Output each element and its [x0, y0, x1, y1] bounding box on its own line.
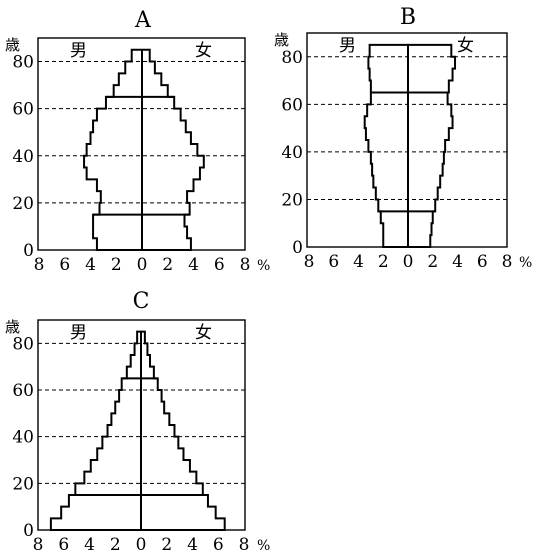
percent-tick-label: 4: [187, 535, 198, 555]
percent-tick-label: 4: [84, 535, 95, 555]
age-unit-label: 歳: [5, 36, 20, 54]
female-label: 女: [195, 41, 212, 61]
age-tick-label: 0: [292, 238, 303, 258]
percent-tick-label: 4: [452, 252, 463, 272]
male-series-outline: [363, 43, 408, 248]
percent-tick-label: 8: [240, 255, 251, 275]
percent-tick-label: 0: [136, 535, 147, 555]
female-label: 女: [195, 323, 212, 343]
percent-tick-label: 6: [213, 535, 224, 555]
female-series-outline: [142, 48, 205, 251]
percent-tick-label: 2: [161, 535, 172, 555]
pyramid-chart-B: B020406080歳男女8 6 4 2 0 2 4 6 8%: [274, 5, 532, 272]
percent-tick-label: 8: [239, 535, 250, 555]
male-label: 男: [70, 323, 87, 343]
percent-tick-label: 6: [477, 252, 488, 272]
female-label: 女: [457, 36, 474, 56]
percent-tick-label: 2: [378, 252, 389, 272]
age-tick-label: 40: [281, 143, 303, 163]
percent-unit-label: %: [257, 258, 270, 274]
percent-tick-label: 2: [162, 255, 173, 275]
percent-tick-label: 4: [188, 255, 199, 275]
percent-tick-label: 6: [214, 255, 225, 275]
percent-unit-label: %: [519, 255, 532, 271]
percent-tick-label: 8: [502, 252, 513, 272]
chart-title: A: [134, 8, 152, 33]
male-series-outline: [49, 330, 141, 531]
percent-tick-label: 6: [328, 252, 339, 272]
age-tick-label: 60: [12, 381, 34, 401]
percent-tick-label: 2: [110, 535, 121, 555]
age-tick-label: 40: [12, 428, 34, 448]
age-tick-label: 80: [281, 48, 303, 68]
percent-tick-label: 8: [33, 535, 44, 555]
percent-unit-label: %: [257, 538, 270, 554]
percent-tick-label: 8: [304, 252, 315, 272]
age-tick-label: 0: [23, 521, 34, 541]
percent-tick-label: 4: [353, 252, 364, 272]
percent-tick-label: 6: [58, 535, 69, 555]
percent-tick-label: 0: [137, 255, 148, 275]
percent-tick-label: 2: [111, 255, 122, 275]
chart-title: C: [133, 289, 150, 314]
age-tick-label: 20: [281, 190, 303, 210]
female-series-outline: [408, 43, 457, 248]
age-tick-label: 80: [12, 53, 34, 73]
age-unit-label: 歳: [274, 31, 289, 49]
chart-title: B: [400, 5, 416, 30]
age-tick-label: 20: [12, 474, 34, 494]
pyramid-chart-C: C020406080歳男女8 6 4 2 0 2 4 6 8%: [5, 289, 270, 555]
female-series-outline: [141, 330, 226, 531]
male-series-outline: [83, 48, 142, 251]
age-tick-label: 60: [12, 100, 34, 120]
age-tick-label: 80: [12, 334, 34, 354]
pyramid-chart-A: A020406080歳男女8 6 4 2 0 2 4 6 8%: [5, 8, 270, 275]
percent-tick-label: 0: [403, 252, 414, 272]
age-tick-label: 0: [23, 241, 34, 261]
percent-tick-label: 2: [427, 252, 438, 272]
male-label: 男: [339, 36, 356, 56]
male-label: 男: [70, 41, 87, 61]
percent-tick-label: 8: [34, 255, 45, 275]
age-tick-label: 60: [281, 95, 303, 115]
percent-tick-label: 6: [59, 255, 70, 275]
age-tick-label: 20: [12, 194, 34, 214]
age-tick-label: 40: [12, 147, 34, 167]
age-unit-label: 歳: [5, 318, 20, 336]
percent-tick-label: 4: [85, 255, 96, 275]
